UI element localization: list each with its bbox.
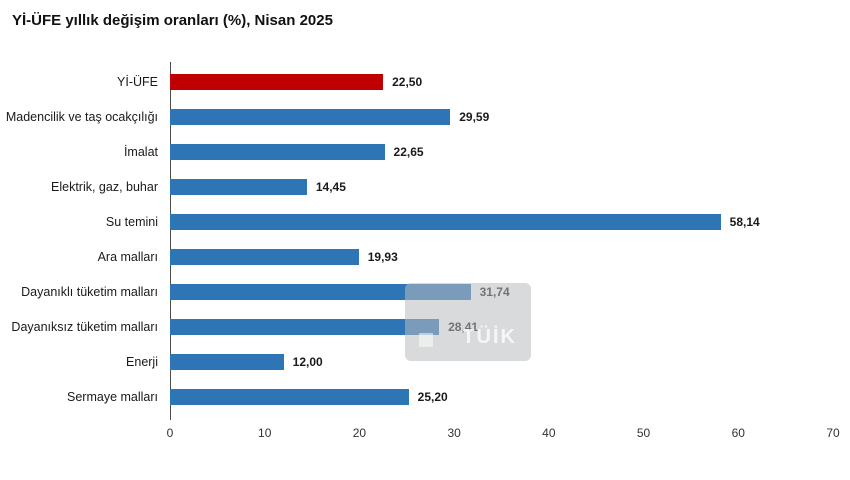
x-tick-label: 40 xyxy=(542,426,556,440)
bar xyxy=(170,213,721,230)
watermark-text: TÜİK xyxy=(462,326,517,348)
bar xyxy=(170,318,440,335)
bar-row: Yİ-ÜFE 22,50 xyxy=(0,64,833,99)
bar xyxy=(170,353,284,370)
value-label: 19,93 xyxy=(367,249,398,264)
category-label: Elektrik, gaz, buhar xyxy=(51,179,158,194)
bar-area: 14,45 xyxy=(170,178,833,195)
value-label: 14,45 xyxy=(315,179,346,194)
bar-row: Madencilik ve taş ocakçılığı 29,59 xyxy=(0,99,833,134)
tuik-watermark: TÜİK xyxy=(405,283,531,361)
x-tick-label: 30 xyxy=(447,426,461,440)
category-label: Enerji xyxy=(126,354,158,369)
x-tick-label: 70 xyxy=(826,426,840,440)
x-axis-ticks: 0 10 20 30 40 50 60 70 xyxy=(166,426,840,446)
x-tick-label: 50 xyxy=(636,426,651,440)
value-label: 12,00 xyxy=(292,354,323,369)
bar-row: Sermaye malları 25,20 xyxy=(0,379,833,414)
category-label: Dayanıklı tüketim malları xyxy=(21,284,158,299)
value-label: 22,50 xyxy=(392,74,423,89)
category-label: Madencilik ve taş ocakçılığı xyxy=(5,109,158,124)
chart-title: Yİ-ÜFE yıllık değişim oranları (%), Nisa… xyxy=(12,12,333,29)
category-label: Sermaye malları xyxy=(67,389,158,404)
value-label: 25,20 xyxy=(417,389,448,404)
bar-area: 25,20 xyxy=(170,388,833,405)
bar xyxy=(170,73,384,90)
bar-area: 12,00 xyxy=(170,353,833,370)
value-label: 58,14 xyxy=(729,214,760,229)
bar xyxy=(170,388,409,405)
bar-area: 58,14 xyxy=(170,213,833,230)
bar-area: 22,50 xyxy=(170,73,833,90)
x-tick-label: 20 xyxy=(352,426,367,440)
value-label: 22,65 xyxy=(393,144,424,159)
bar-area: 22,65 xyxy=(170,143,833,160)
bar xyxy=(170,178,307,195)
bar xyxy=(170,283,471,300)
x-tick-label: 60 xyxy=(731,426,745,440)
bar xyxy=(170,108,451,125)
category-label: İmalat xyxy=(123,144,158,159)
bar xyxy=(170,248,359,265)
bar-area: 19,93 xyxy=(170,248,833,265)
x-tick-label: 0 xyxy=(166,426,174,440)
bar-row: İmalat 22,65 xyxy=(0,134,833,169)
y-axis-line xyxy=(170,62,171,420)
bar-area: 29,59 xyxy=(170,108,833,125)
value-label: 29,59 xyxy=(459,109,490,124)
category-label: Yİ-ÜFE xyxy=(117,74,158,89)
category-label: Ara malları xyxy=(97,249,158,264)
x-tick-label: 10 xyxy=(258,426,272,440)
watermark-logo-icon xyxy=(419,333,433,347)
bar-row: Su temini 58,14 xyxy=(0,204,833,239)
bar xyxy=(170,143,385,160)
bar-row: Ara malları 19,93 xyxy=(0,239,833,274)
category-label: Dayanıksız tüketim malları xyxy=(11,319,158,334)
category-label: Su temini xyxy=(105,214,158,229)
bar-row: Enerji 12,00 xyxy=(0,344,833,379)
bar-row: Elektrik, gaz, buhar 14,45 xyxy=(0,169,833,204)
bar-rows: Yİ-ÜFE 22,50 Madencilik ve taş ocakçılığı 2… xyxy=(0,64,833,414)
